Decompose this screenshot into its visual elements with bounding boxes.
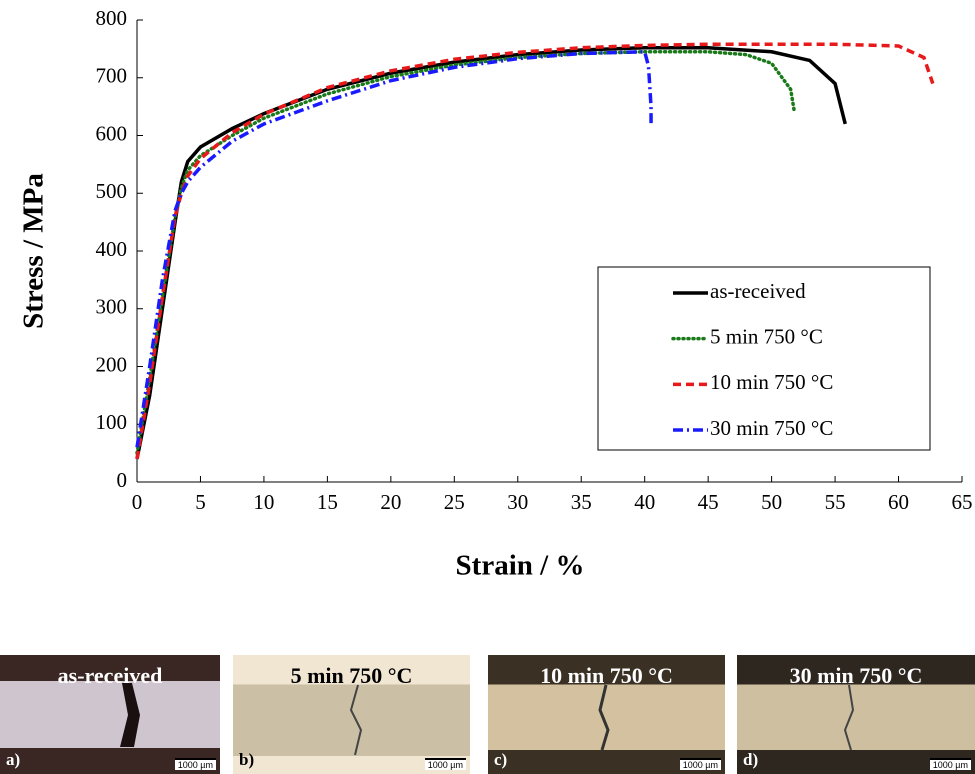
legend-label: 30 min 750 °C: [710, 416, 833, 440]
photo-panel: 30 min 750 °C d) 1000 µm: [737, 655, 975, 774]
x-tick-label: 55: [825, 490, 846, 514]
scale-bar: 1000 µm: [679, 758, 721, 770]
photo-panel: 5 min 750 °C b) 1000 µm: [233, 655, 470, 774]
chart: Stress / MPa Strain / % 0100200300400500…: [18, 6, 973, 582]
x-tick-label: 40: [634, 490, 655, 514]
legend-label: as-received: [710, 279, 806, 303]
panel-title: 10 min 750 °C: [540, 663, 673, 688]
crack: [843, 684, 855, 751]
series-line: [135, 49, 653, 448]
y-tick-label: 700: [96, 64, 128, 88]
photo-panel: as-received a) 1000 µm: [0, 655, 220, 774]
x-tick-label: 60: [888, 490, 909, 514]
y-tick-label: 800: [96, 6, 128, 30]
legend-box: [597, 266, 931, 451]
y-tick-label: 600: [96, 121, 128, 145]
x-axis-label: Strain / %: [456, 550, 585, 582]
x-tick-label: 0: [132, 490, 143, 514]
y-tick-label: 400: [96, 237, 128, 261]
crack: [120, 683, 140, 747]
scale-bar: 1000 µm: [174, 758, 216, 770]
y-tick-label: 500: [96, 179, 128, 203]
panel-title: 5 min 750 °C: [290, 663, 413, 688]
panel-title: as-received: [57, 663, 163, 688]
panel-letter: b): [239, 750, 255, 769]
x-tick-label: 35: [571, 490, 592, 514]
scale-bar: 1000 µm: [424, 758, 466, 770]
legend-label: 10 min 750 °C: [710, 370, 833, 394]
photo-panel: 10 min 750 °C c) 1000 µm: [488, 655, 725, 774]
x-tick-label: 45: [698, 490, 719, 514]
x-tick-label: 30: [507, 490, 528, 514]
crack: [349, 684, 363, 756]
x-tick-label: 5: [195, 490, 206, 514]
y-tick-label: 300: [96, 295, 128, 319]
y-tick-label: 200: [96, 352, 128, 376]
x-tick-label: 20: [380, 490, 401, 514]
crack: [598, 684, 610, 751]
x-tick-label: 65: [952, 490, 973, 514]
legend-label: 5 min 750 °C: [710, 324, 823, 348]
panel-letter: a): [6, 750, 21, 769]
scale-bar: 1000 µm: [929, 758, 971, 770]
x-tick-label: 10: [253, 490, 274, 514]
x-tick-label: 50: [761, 490, 782, 514]
x-tick-label: 15: [317, 490, 338, 514]
y-tick-label: 100: [96, 410, 128, 434]
panel-letter: d): [743, 750, 759, 769]
panel-letter: c): [494, 750, 508, 769]
x-tick-label: 25: [444, 490, 465, 514]
y-axis-label: Stress / MPa: [18, 173, 50, 329]
y-tick-label: 0: [117, 468, 128, 492]
panel-title: 30 min 750 °C: [789, 663, 923, 688]
